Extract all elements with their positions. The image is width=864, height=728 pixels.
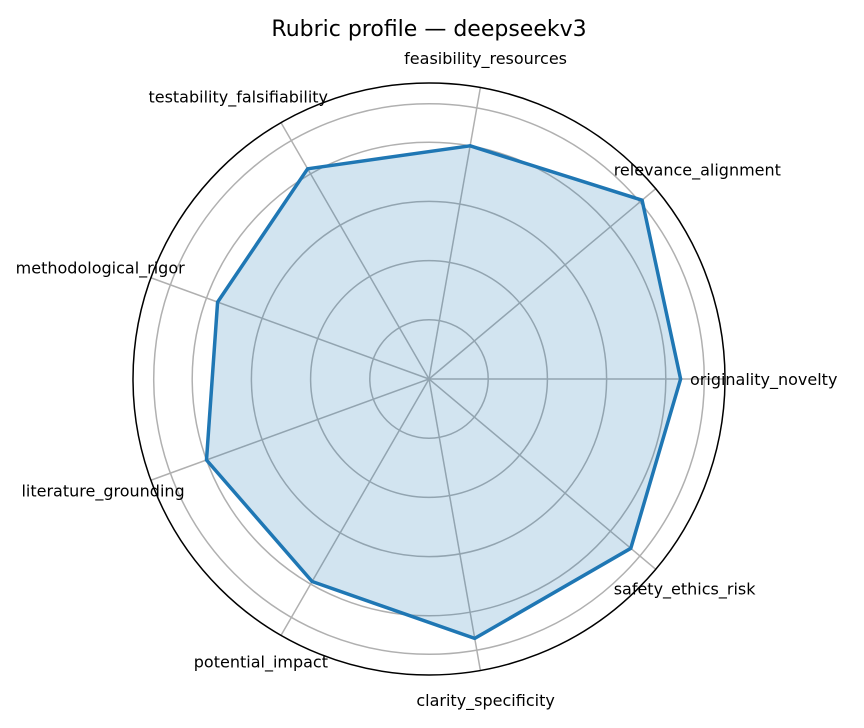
- data-point-safety_ethics_risk: [629, 546, 633, 550]
- axis-label-originality_novelty: originality_novelty: [690, 370, 837, 390]
- axis-label-potential_impact: potential_impact: [194, 652, 328, 672]
- series-line-0: [204, 144, 683, 641]
- spoke-clarity_specificity: [428, 378, 482, 671]
- polar-frame: [132, 82, 726, 676]
- data-point-originality_novelty: [679, 377, 683, 381]
- spoke-relevance_alignment: [428, 188, 657, 380]
- axis-label-methodological_rigor: methodological_rigor: [16, 259, 185, 279]
- data-point-potential_impact: [310, 580, 314, 583]
- axis-label-clarity_specificity: clarity_specificity: [416, 691, 554, 711]
- spoke-feasibility_resources: [428, 87, 482, 380]
- chart-title: Rubric profile — deepseekv3: [271, 17, 586, 42]
- data-point-testability_falsifiability: [306, 167, 310, 171]
- spoke-potential_impact: [280, 378, 430, 636]
- spoke-safety_ethics_risk: [428, 378, 657, 570]
- spoke-literature_grounding: [150, 378, 430, 481]
- spoke-methodological_rigor: [150, 277, 430, 380]
- axis-label-feasibility_resources: feasibility_resources: [404, 49, 567, 69]
- data-point-methodological_rigor: [216, 300, 220, 304]
- axis-labels: originality_novelty relevance_alignment fe…: [16, 49, 838, 711]
- data-point-relevance_alignment: [640, 198, 644, 202]
- data-point-clarity_specificity: [473, 636, 477, 640]
- radar-series: [204, 144, 683, 641]
- data-point-literature_grounding: [205, 458, 208, 462]
- data-point-feasibility_resources: [468, 144, 472, 148]
- axis-label-literature_grounding: literature_grounding: [21, 482, 184, 502]
- spoke-testability_falsifiability: [280, 122, 430, 380]
- axis-label-relevance_alignment: relevance_alignment: [614, 161, 781, 181]
- axis-label-safety_ethics_risk: safety_ethics_risk: [614, 580, 757, 600]
- radar-grid: [132, 82, 726, 676]
- series-area-0: [206, 145, 681, 639]
- axis-label-testability_falsifiability: testability_falsifiability: [148, 88, 328, 108]
